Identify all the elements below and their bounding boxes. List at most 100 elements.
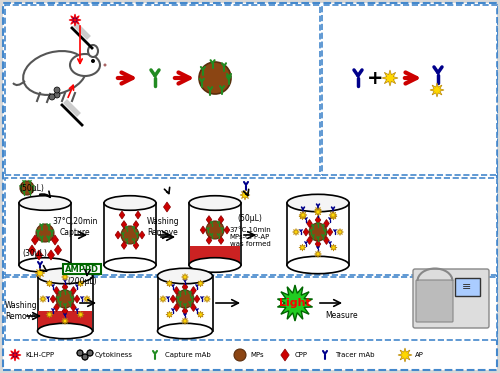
Polygon shape <box>160 295 166 303</box>
Polygon shape <box>218 216 224 223</box>
Text: Measure: Measure <box>326 311 358 320</box>
FancyBboxPatch shape <box>5 5 320 175</box>
FancyBboxPatch shape <box>5 178 497 275</box>
Polygon shape <box>170 295 176 303</box>
FancyBboxPatch shape <box>38 276 92 331</box>
Polygon shape <box>48 250 54 260</box>
FancyBboxPatch shape <box>322 5 497 175</box>
Polygon shape <box>69 14 81 26</box>
Circle shape <box>82 354 88 360</box>
Polygon shape <box>62 307 68 315</box>
Polygon shape <box>204 295 210 303</box>
Polygon shape <box>329 211 337 219</box>
Polygon shape <box>240 190 250 200</box>
Circle shape <box>176 290 194 308</box>
Polygon shape <box>197 311 204 318</box>
Ellipse shape <box>189 196 241 210</box>
Polygon shape <box>70 304 76 311</box>
Polygon shape <box>54 304 60 311</box>
Circle shape <box>54 92 60 98</box>
Polygon shape <box>135 211 141 219</box>
Polygon shape <box>139 231 145 239</box>
Text: (50μL): (50μL) <box>238 214 262 223</box>
Polygon shape <box>314 251 322 257</box>
Polygon shape <box>77 280 84 287</box>
Circle shape <box>234 349 246 361</box>
Circle shape <box>206 221 224 239</box>
Text: Washing
Remove: Washing Remove <box>146 217 180 237</box>
Polygon shape <box>77 311 84 318</box>
Ellipse shape <box>287 256 349 274</box>
Text: Capture mAb: Capture mAb <box>165 352 211 358</box>
Text: Cytokiness: Cytokiness <box>95 352 133 358</box>
Text: Washing
Remove: Washing Remove <box>5 301 38 321</box>
Polygon shape <box>303 228 309 236</box>
Circle shape <box>36 224 54 242</box>
Polygon shape <box>40 295 46 303</box>
Polygon shape <box>174 286 180 295</box>
Polygon shape <box>278 285 312 321</box>
Polygon shape <box>206 216 212 223</box>
Polygon shape <box>398 348 412 362</box>
Polygon shape <box>306 220 312 228</box>
Ellipse shape <box>158 268 212 284</box>
Polygon shape <box>190 286 196 295</box>
Polygon shape <box>166 311 173 318</box>
FancyBboxPatch shape <box>3 3 497 370</box>
Text: 37°C,10min
MPs-CPP-AP
was formed: 37°C,10min MPs-CPP-AP was formed <box>229 227 271 247</box>
Polygon shape <box>54 245 62 255</box>
FancyBboxPatch shape <box>19 203 71 265</box>
Polygon shape <box>84 295 90 303</box>
Text: AMPPD: AMPPD <box>65 264 99 273</box>
Circle shape <box>56 290 74 308</box>
Polygon shape <box>62 317 68 325</box>
Polygon shape <box>324 236 330 244</box>
Circle shape <box>73 18 77 22</box>
Polygon shape <box>299 244 306 251</box>
Polygon shape <box>121 241 127 250</box>
Circle shape <box>49 94 55 100</box>
Text: CPP: CPP <box>295 352 308 358</box>
Polygon shape <box>182 317 188 325</box>
Polygon shape <box>54 286 60 295</box>
Polygon shape <box>224 226 230 234</box>
Circle shape <box>121 226 139 244</box>
Circle shape <box>309 223 327 241</box>
Ellipse shape <box>19 258 71 272</box>
Polygon shape <box>314 207 322 213</box>
Polygon shape <box>133 241 139 250</box>
Polygon shape <box>46 311 53 318</box>
FancyBboxPatch shape <box>287 203 349 265</box>
Polygon shape <box>330 244 337 251</box>
Ellipse shape <box>189 258 241 272</box>
Circle shape <box>87 350 93 356</box>
Polygon shape <box>74 295 80 303</box>
Text: ≡: ≡ <box>462 282 471 292</box>
Ellipse shape <box>70 54 100 76</box>
Ellipse shape <box>23 51 87 95</box>
Polygon shape <box>324 220 330 228</box>
Polygon shape <box>190 304 196 311</box>
Polygon shape <box>327 228 333 236</box>
Polygon shape <box>299 213 306 220</box>
Polygon shape <box>119 211 125 219</box>
Ellipse shape <box>287 194 349 212</box>
Circle shape <box>77 350 83 356</box>
Ellipse shape <box>38 268 92 284</box>
Polygon shape <box>62 283 68 291</box>
Polygon shape <box>330 213 337 220</box>
Circle shape <box>20 181 34 195</box>
FancyBboxPatch shape <box>413 269 489 328</box>
Polygon shape <box>36 250 43 260</box>
Polygon shape <box>62 273 68 280</box>
Polygon shape <box>133 220 139 229</box>
FancyBboxPatch shape <box>5 277 497 340</box>
Text: MPs: MPs <box>250 352 264 358</box>
Polygon shape <box>182 273 188 280</box>
FancyBboxPatch shape <box>416 280 453 322</box>
Polygon shape <box>281 349 289 361</box>
Polygon shape <box>164 202 170 212</box>
Polygon shape <box>314 208 322 216</box>
FancyBboxPatch shape <box>38 311 92 330</box>
Polygon shape <box>430 83 444 97</box>
